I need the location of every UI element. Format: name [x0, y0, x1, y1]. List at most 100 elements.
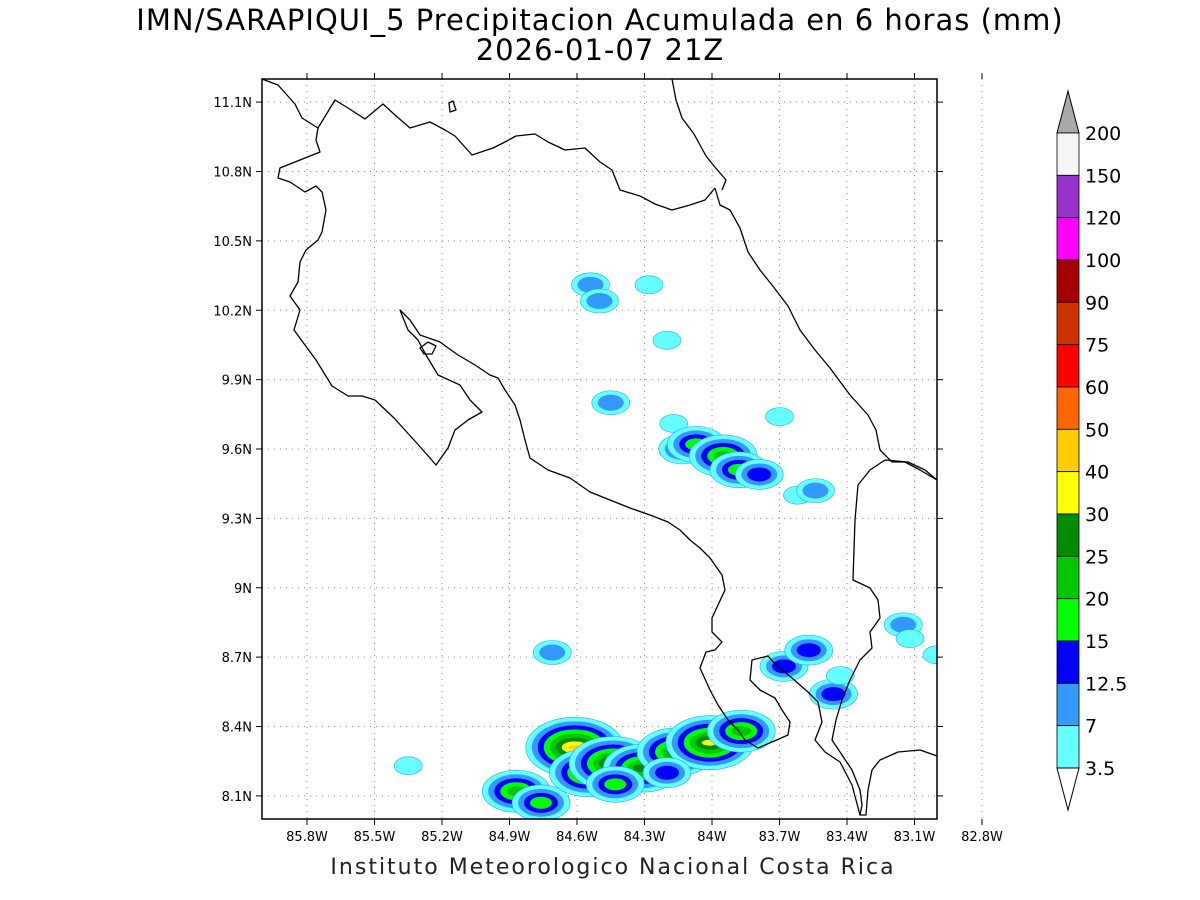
colorbar-label: 12.5 [1085, 673, 1127, 695]
precip-cell [634, 275, 664, 295]
lat-tick-label: 10.5N [213, 235, 252, 250]
precip-contour [825, 666, 855, 685]
precip-contour [821, 687, 846, 702]
lat-tick-label: 9.9N [222, 374, 252, 389]
precip-cell [706, 709, 776, 753]
colorbar-box [1056, 555, 1080, 600]
colorbar-box [1056, 217, 1080, 261]
lon-tick-label: 83.4W [826, 830, 868, 845]
colorbar-label: 200 [1085, 123, 1121, 145]
lat-tick-label: 10.8N [213, 166, 252, 181]
colorbar-label: 150 [1085, 165, 1121, 187]
lon-tick-label: 85.8W [286, 830, 328, 845]
colorbar-top-arrow [1056, 89, 1080, 134]
lon-tick-label: 84W [697, 830, 727, 845]
precip-cell [784, 634, 834, 666]
map-subtitle: 2026-01-07 21Z [475, 33, 725, 67]
colorbar-box [1056, 386, 1080, 430]
lat-tick-label: 9.6N [222, 443, 252, 458]
precip-cell [393, 756, 423, 776]
precip-cell [922, 645, 937, 665]
colorbar-box [1056, 301, 1080, 346]
map-title: IMN/SARAPIQUI_5 Precipitacion Acumulada … [136, 3, 1064, 37]
lat-tick-label: 8.1N [222, 790, 252, 805]
precip-contour [895, 629, 925, 648]
caribbean-coast-south [714, 187, 937, 481]
lon-tick-label: 83.7W [759, 830, 801, 845]
colorbar-bottom-arrow [1056, 767, 1080, 812]
panama-coast [831, 459, 937, 816]
precip-contour [747, 467, 772, 482]
colorbar-label: 60 [1085, 377, 1109, 399]
lon-tick-label: 84.6W [556, 830, 598, 845]
colorbar-label: 30 [1085, 504, 1109, 526]
precip-contour [586, 293, 613, 309]
colorbar-box [1056, 344, 1080, 388]
precip-contour [530, 796, 552, 809]
colorbar: 200 150 120 100 90 75 60 50 40 30 25 20 15 12.5 7 3.5 [1056, 89, 1127, 812]
precip-contour [655, 765, 679, 780]
lat-tick-label: 11.1N [213, 96, 252, 111]
lon-tick-label: 85.5W [354, 830, 396, 845]
precip-contour [393, 756, 423, 776]
colorbar-label: 3.5 [1085, 758, 1115, 780]
precip-cell [734, 459, 784, 490]
pacific-coast [277, 127, 861, 816]
colorbar-box [1056, 682, 1080, 727]
panama-border [713, 165, 727, 191]
precip-contour [659, 414, 689, 433]
precip-cell [652, 331, 682, 350]
precip-contour [890, 616, 917, 633]
precip-cell [895, 629, 925, 648]
colorbar-label: 90 [1085, 292, 1109, 314]
precip-cell [642, 757, 692, 789]
coastline-borders [262, 79, 937, 816]
precipitation-field [393, 272, 937, 819]
precip-contour [604, 778, 627, 791]
precip-contour [772, 659, 796, 674]
colorbar-label: 20 [1085, 589, 1109, 611]
lat-tick-label: 10.2N [213, 304, 252, 319]
colorbar-label: 100 [1085, 250, 1121, 272]
lat-tick-label: 8.7N [222, 651, 252, 666]
map-axes: 85.8W 85.5W 85.2W 84.9W 84.6W 84.3W 84W 83.7W 83… [213, 73, 1003, 845]
precip-contour [922, 645, 937, 665]
colorbar-label: 40 [1085, 462, 1109, 484]
colorbar-label: 50 [1085, 419, 1109, 441]
lat-tick-label: 9N [234, 582, 252, 597]
colorbar-label: 7 [1085, 716, 1097, 738]
precip-cell [825, 666, 855, 685]
precip-cell [532, 640, 572, 665]
lake-island [448, 100, 457, 113]
nicoya-island [419, 341, 437, 355]
caribbean-coast-north [671, 79, 715, 167]
lon-tick-label: 82.8W [961, 830, 1003, 845]
colorbar-box [1056, 259, 1080, 303]
precip-contour [652, 331, 682, 350]
colorbar-box [1056, 471, 1080, 515]
credit-text: Instituto Meteorologico Nacional Costa R… [330, 855, 896, 880]
precip-contour [802, 482, 829, 499]
colorbar-box [1056, 132, 1080, 176]
nicaragua-lake-shore [262, 79, 716, 211]
lat-tick-label: 9.3N [222, 512, 252, 527]
colorbar-box [1056, 640, 1080, 684]
colorbar-box [1056, 725, 1080, 769]
precip-cell [591, 390, 631, 416]
lon-tick-label: 83.1W [894, 830, 936, 845]
lon-tick-label: 84.3W [624, 830, 666, 845]
colorbar-label: 15 [1085, 631, 1109, 653]
colorbar-box [1056, 174, 1080, 219]
colorbar-box [1056, 598, 1080, 642]
colorbar-label: 75 [1085, 335, 1109, 357]
lon-tick-label: 85.2W [421, 830, 463, 845]
colorbar-label: 25 [1085, 546, 1109, 568]
precip-cell [796, 478, 835, 503]
precip-cell [659, 414, 689, 433]
colorbar-label: 120 [1085, 208, 1121, 230]
colorbar-box [1056, 513, 1080, 557]
lat-tick-label: 8.4N [222, 721, 252, 736]
precip-cell [580, 288, 619, 314]
precip-contour [796, 643, 821, 658]
